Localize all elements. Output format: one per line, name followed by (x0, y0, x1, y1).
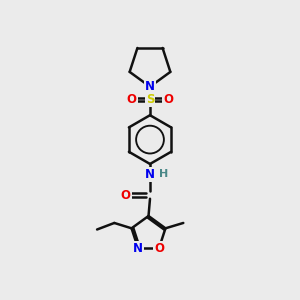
Text: O: O (127, 93, 136, 106)
Text: N: N (145, 168, 155, 181)
Text: H: H (159, 169, 168, 179)
Text: N: N (145, 80, 155, 93)
Text: O: O (154, 242, 164, 255)
Text: N: N (133, 242, 143, 255)
Text: O: O (164, 93, 173, 106)
Text: O: O (121, 189, 130, 202)
Text: S: S (146, 93, 154, 106)
